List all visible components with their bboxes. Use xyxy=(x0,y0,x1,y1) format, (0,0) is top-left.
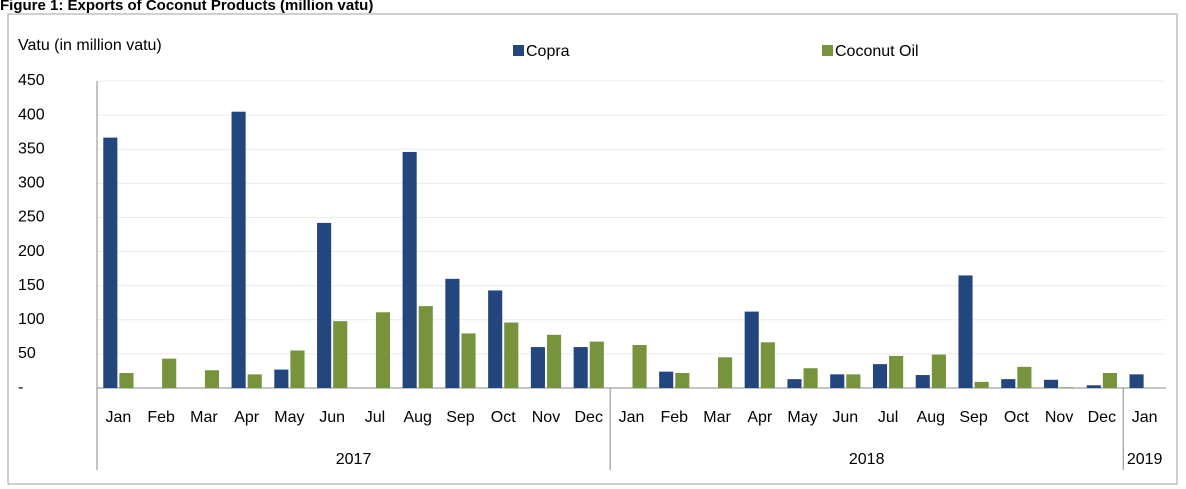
y-tick-label: 450 xyxy=(18,72,45,89)
bar xyxy=(1102,372,1117,388)
bar xyxy=(375,312,391,388)
x-tick-label: Jun xyxy=(832,409,858,426)
y-tick-label: 200 xyxy=(18,243,45,260)
x-tick-label: Oct xyxy=(1004,409,1029,426)
legend-swatch xyxy=(822,45,833,56)
x-tick-label: Oct xyxy=(491,409,516,426)
x-tick-label: Jul xyxy=(878,409,898,426)
legend-label: Copra xyxy=(526,43,570,60)
bar xyxy=(530,347,545,388)
bar xyxy=(675,372,690,388)
bar xyxy=(589,341,604,388)
bar xyxy=(830,374,845,388)
bar xyxy=(546,334,562,388)
bar xyxy=(231,111,246,388)
bar xyxy=(974,381,989,388)
bar xyxy=(1043,379,1059,388)
group-label: 2019 xyxy=(1127,451,1163,468)
group-label: 2017 xyxy=(336,451,372,468)
bar xyxy=(204,370,220,388)
bar xyxy=(958,275,973,388)
chart-frame xyxy=(7,13,1178,485)
chart-title: Figure 1: Exports of Coconut Products (m… xyxy=(0,0,373,14)
bar xyxy=(1060,387,1075,388)
legend-swatch xyxy=(513,45,524,56)
bar xyxy=(803,368,818,388)
bar xyxy=(760,342,775,388)
x-tick-label: Mar xyxy=(703,409,731,426)
y-tick-label: - xyxy=(18,379,23,396)
x-tick-label: Apr xyxy=(747,409,773,426)
bar xyxy=(461,333,476,388)
y-tick-label: 50 xyxy=(18,345,36,362)
bar xyxy=(1017,366,1032,388)
bar xyxy=(103,137,118,388)
x-tick-label: Jan xyxy=(105,409,131,426)
y-axis-label: Vatu (in million vatu) xyxy=(18,37,162,54)
x-tick-label: Jun xyxy=(319,409,345,426)
bar xyxy=(162,358,177,388)
x-tick-label: Aug xyxy=(403,409,431,426)
x-tick-label: Feb xyxy=(660,409,688,426)
bar xyxy=(290,350,305,388)
bar xyxy=(1001,379,1016,388)
x-tick-label: Sep xyxy=(959,409,988,426)
bar xyxy=(889,355,904,388)
bar xyxy=(915,375,930,388)
y-tick-label: 300 xyxy=(18,175,45,192)
y-tick-label: 250 xyxy=(18,209,45,226)
x-tick-label: Mar xyxy=(190,409,218,426)
bar xyxy=(504,322,519,388)
bar xyxy=(659,371,674,388)
bar xyxy=(573,347,588,388)
x-tick-label: Apr xyxy=(234,409,260,426)
x-tick-label: May xyxy=(274,409,304,426)
bar xyxy=(872,364,888,388)
bar xyxy=(418,306,433,388)
bar xyxy=(744,311,759,388)
bar xyxy=(317,222,332,388)
bar xyxy=(445,278,460,388)
bar xyxy=(718,357,733,388)
legend-label: Coconut Oil xyxy=(835,43,919,60)
x-tick-label: Jul xyxy=(365,409,385,426)
bar xyxy=(787,379,802,388)
x-tick-label: Jan xyxy=(619,409,645,426)
y-tick-label: 400 xyxy=(18,106,45,123)
x-tick-label: Sep xyxy=(446,409,475,426)
x-tick-label: Feb xyxy=(147,409,175,426)
x-tick-label: Aug xyxy=(917,409,945,426)
y-tick-label: 100 xyxy=(18,311,45,328)
bar xyxy=(274,369,289,388)
x-tick-label: Dec xyxy=(575,409,603,426)
x-tick-label: Nov xyxy=(532,409,560,426)
x-tick-label: Jan xyxy=(1132,409,1158,426)
bar xyxy=(247,374,262,388)
y-tick-label: 150 xyxy=(18,277,45,294)
group-label: 2018 xyxy=(849,451,885,468)
bar xyxy=(931,354,946,388)
bar xyxy=(1086,385,1101,388)
bar xyxy=(402,151,417,388)
bar xyxy=(488,290,503,388)
bar xyxy=(846,374,861,388)
bar xyxy=(119,372,134,388)
bar xyxy=(1129,374,1144,388)
x-tick-label: May xyxy=(787,409,817,426)
x-tick-label: Nov xyxy=(1045,409,1073,426)
y-tick-label: 350 xyxy=(18,140,45,157)
bar xyxy=(333,321,348,388)
bar xyxy=(632,345,647,388)
x-tick-label: Dec xyxy=(1088,409,1116,426)
